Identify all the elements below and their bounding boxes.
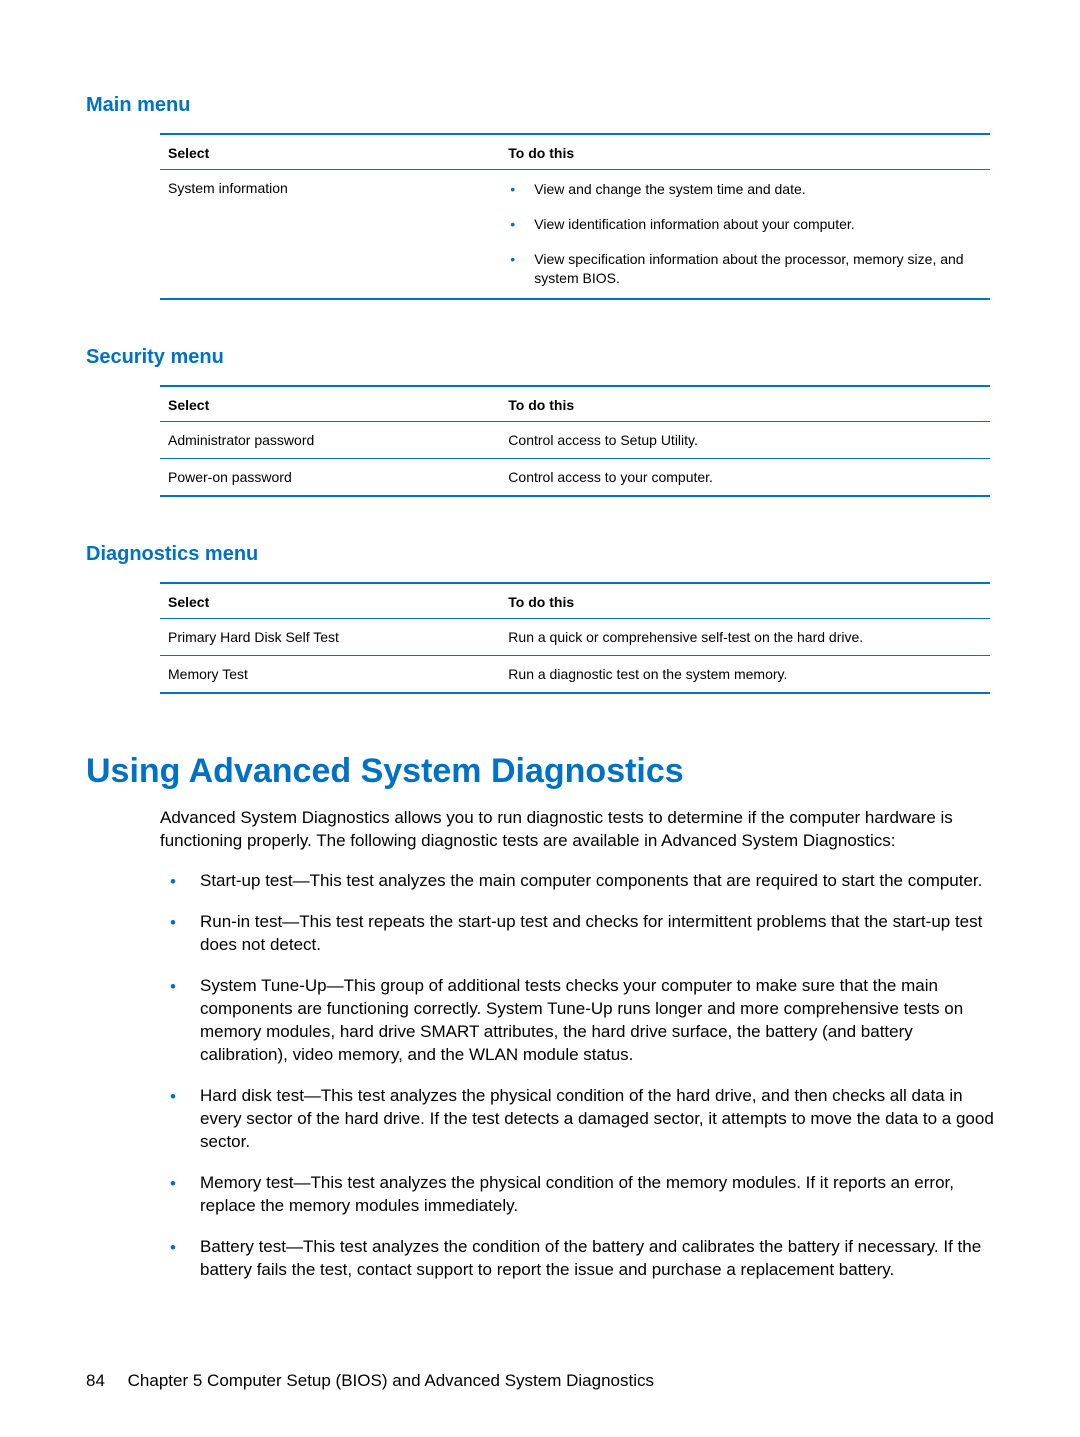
- heading-diagnostics-menu: Diagnostics menu: [86, 543, 994, 566]
- bullet-item: View and change the system time and date…: [508, 180, 982, 199]
- col-header-action: To do this: [500, 134, 990, 170]
- main-menu-table: Select To do this System information Vie…: [160, 133, 990, 300]
- diagnostics-list: Start-up test—This test analyzes the mai…: [160, 870, 994, 1281]
- section-diagnostics-menu: Diagnostics menu Select To do this Prima…: [86, 543, 994, 694]
- page-number: 84: [86, 1371, 105, 1390]
- table-row: System information View and change the s…: [160, 170, 990, 299]
- cell-action: Run a quick or comprehensive self-test o…: [500, 618, 990, 655]
- list-item: Hard disk test—This test analyzes the ph…: [160, 1085, 994, 1154]
- cell-action: View and change the system time and date…: [500, 170, 990, 299]
- diagnostics-menu-table: Select To do this Primary Hard Disk Self…: [160, 582, 990, 694]
- security-menu-table: Select To do this Administrator password…: [160, 385, 990, 497]
- bullet-item: View identification information about yo…: [508, 215, 982, 234]
- page-footer: 84 Chapter 5 Computer Setup (BIOS) and A…: [86, 1371, 654, 1391]
- intro-paragraph: Advanced System Diagnostics allows you t…: [160, 807, 994, 853]
- cell-action: Run a diagnostic test on the system memo…: [500, 655, 990, 693]
- heading-advanced-diagnostics: Using Advanced System Diagnostics: [86, 752, 994, 791]
- table-row: Administrator password Control access to…: [160, 421, 990, 458]
- col-header-action: To do this: [500, 386, 990, 422]
- table-row: Memory Test Run a diagnostic test on the…: [160, 655, 990, 693]
- section-main-menu: Main menu Select To do this System infor…: [86, 94, 994, 300]
- col-header-select: Select: [160, 134, 500, 170]
- cell-select: Administrator password: [160, 421, 500, 458]
- heading-main-menu: Main menu: [86, 94, 994, 117]
- cell-select: Power-on password: [160, 458, 500, 496]
- list-item: Run-in test—This test repeats the start-…: [160, 911, 994, 957]
- col-header-action: To do this: [500, 583, 990, 619]
- list-item: Memory test—This test analyzes the physi…: [160, 1172, 994, 1218]
- cell-select: Memory Test: [160, 655, 500, 693]
- section-security-menu: Security menu Select To do this Administ…: [86, 346, 994, 497]
- cell-select: Primary Hard Disk Self Test: [160, 618, 500, 655]
- bullet-item: View specification information about the…: [508, 250, 982, 288]
- cell-bullet-list: View and change the system time and date…: [508, 180, 982, 288]
- cell-action: Control access to your computer.: [500, 458, 990, 496]
- list-item: System Tune-Up—This group of additional …: [160, 975, 994, 1067]
- cell-select: System information: [160, 170, 500, 299]
- table-row: Primary Hard Disk Self Test Run a quick …: [160, 618, 990, 655]
- cell-action: Control access to Setup Utility.: [500, 421, 990, 458]
- col-header-select: Select: [160, 583, 500, 619]
- col-header-select: Select: [160, 386, 500, 422]
- list-item: Battery test—This test analyzes the cond…: [160, 1236, 994, 1282]
- heading-security-menu: Security menu: [86, 346, 994, 369]
- document-page: Main menu Select To do this System infor…: [0, 0, 1080, 1282]
- list-item: Start-up test—This test analyzes the mai…: [160, 870, 994, 893]
- chapter-label: Chapter 5 Computer Setup (BIOS) and Adva…: [128, 1371, 654, 1390]
- table-row: Power-on password Control access to your…: [160, 458, 990, 496]
